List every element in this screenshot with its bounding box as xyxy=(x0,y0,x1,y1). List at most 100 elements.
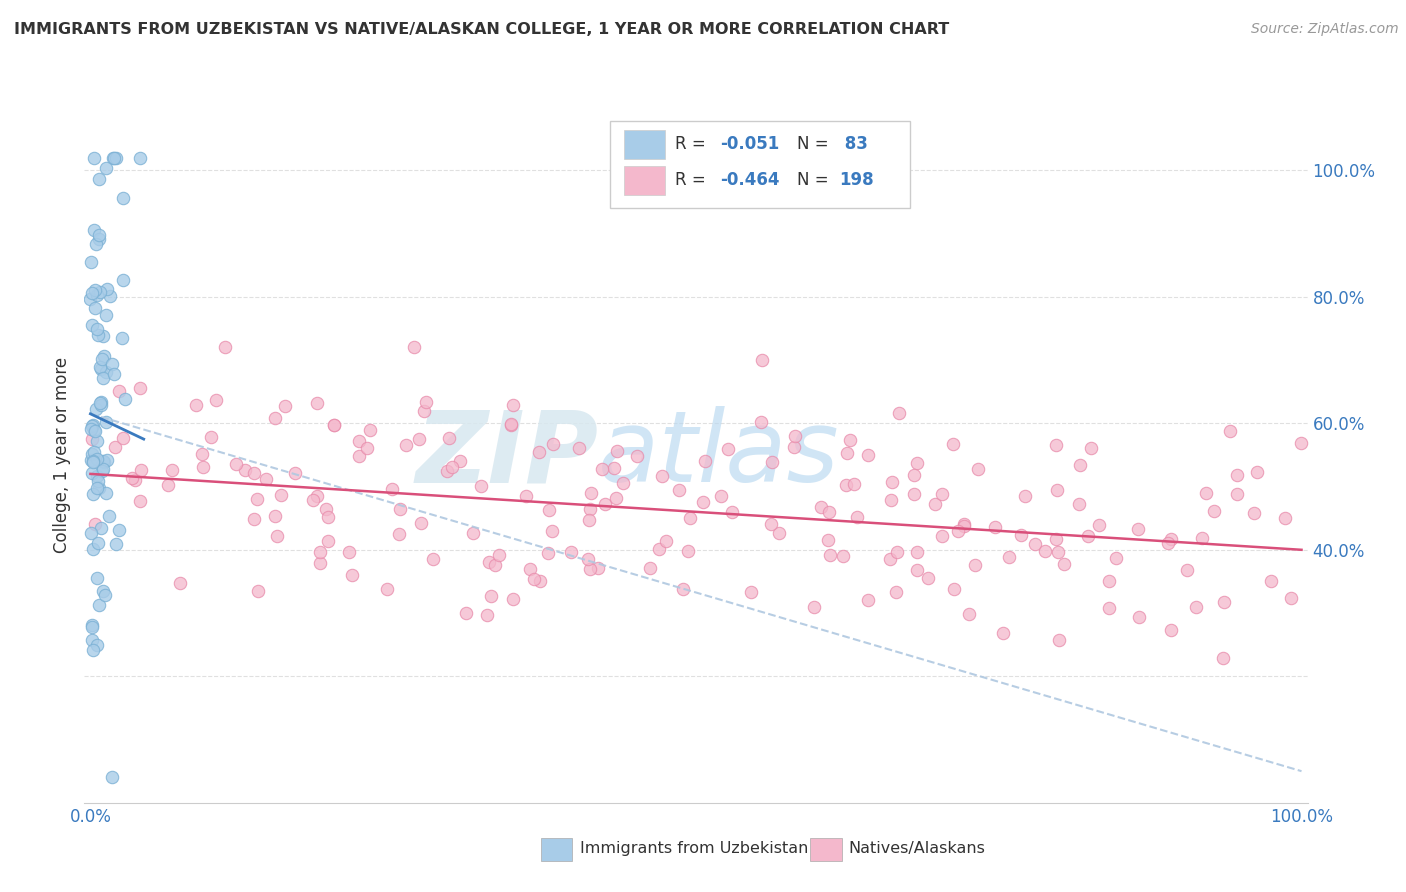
Point xyxy=(388,502,411,516)
Point xyxy=(84,517,107,532)
FancyBboxPatch shape xyxy=(810,838,842,862)
Point xyxy=(84,401,107,416)
Point xyxy=(318,534,340,549)
Point xyxy=(111,273,134,287)
Point xyxy=(107,384,129,398)
Point xyxy=(340,567,363,582)
Text: N =: N = xyxy=(797,171,834,189)
Point xyxy=(626,449,648,463)
Point xyxy=(104,151,127,165)
Point xyxy=(308,556,330,570)
Point xyxy=(84,283,107,297)
Point xyxy=(470,479,492,493)
Point xyxy=(817,533,839,547)
Point xyxy=(347,434,370,449)
Point xyxy=(156,478,179,492)
Point xyxy=(991,626,1014,640)
Point xyxy=(111,191,134,205)
Point xyxy=(842,476,865,491)
Text: 83: 83 xyxy=(839,135,868,153)
Point xyxy=(1014,489,1036,503)
Point xyxy=(214,340,236,354)
Point xyxy=(655,534,678,549)
Point xyxy=(90,521,112,535)
Point xyxy=(337,545,360,559)
Text: R =: R = xyxy=(675,171,711,189)
Point xyxy=(997,550,1019,565)
Point xyxy=(579,561,602,575)
Point xyxy=(349,449,371,463)
Point xyxy=(83,301,105,315)
Point xyxy=(541,436,564,450)
Point xyxy=(437,431,460,445)
Point xyxy=(309,545,332,559)
Point xyxy=(576,551,599,566)
Point xyxy=(942,582,965,596)
Point xyxy=(93,588,115,602)
Point xyxy=(1160,624,1182,638)
Point xyxy=(90,395,112,409)
Point xyxy=(931,529,953,543)
Point xyxy=(605,491,627,505)
Point xyxy=(984,519,1007,533)
Point xyxy=(86,288,108,302)
Point xyxy=(924,497,946,511)
Point xyxy=(359,423,381,437)
Point xyxy=(1243,506,1265,520)
Point xyxy=(488,548,510,562)
Point xyxy=(905,456,928,470)
Point xyxy=(721,505,744,519)
Point xyxy=(709,489,731,503)
Point xyxy=(82,453,104,467)
Point xyxy=(82,541,104,556)
Point xyxy=(96,282,118,296)
Point xyxy=(82,318,104,332)
Point xyxy=(1281,591,1303,606)
Point xyxy=(246,583,269,598)
Point xyxy=(529,574,551,588)
Point xyxy=(1195,486,1218,500)
Point xyxy=(484,558,506,572)
Point xyxy=(1069,458,1091,472)
Point xyxy=(86,236,108,251)
Point xyxy=(91,329,114,343)
Text: -0.464: -0.464 xyxy=(720,171,780,189)
Point xyxy=(591,462,613,476)
Point xyxy=(672,582,695,596)
Point xyxy=(388,527,411,541)
Point xyxy=(89,481,111,495)
Point xyxy=(356,441,378,455)
Point xyxy=(83,151,105,165)
Point xyxy=(305,396,328,410)
Point xyxy=(519,562,541,576)
Point xyxy=(395,438,418,452)
Point xyxy=(606,444,628,458)
Text: N =: N = xyxy=(797,135,834,153)
FancyBboxPatch shape xyxy=(624,166,665,195)
Point xyxy=(1088,517,1111,532)
Point xyxy=(323,418,346,433)
Point xyxy=(86,468,108,483)
Point xyxy=(768,525,790,540)
Y-axis label: College, 1 year or more: College, 1 year or more xyxy=(53,357,72,553)
Point xyxy=(233,462,256,476)
Point xyxy=(967,462,990,476)
Point xyxy=(305,489,328,503)
Point xyxy=(103,367,125,381)
Point xyxy=(91,371,114,385)
Point xyxy=(475,607,498,622)
Point xyxy=(114,392,136,407)
Point xyxy=(783,429,806,443)
Point xyxy=(87,228,110,243)
Point xyxy=(121,471,143,485)
Point xyxy=(83,444,105,458)
Point xyxy=(284,466,307,480)
Point xyxy=(375,582,398,596)
Point xyxy=(837,446,859,460)
Point xyxy=(1289,435,1312,450)
Point xyxy=(541,524,564,538)
Point xyxy=(90,362,112,376)
Point xyxy=(856,448,879,462)
Point xyxy=(1024,537,1046,551)
Point xyxy=(1219,424,1241,438)
